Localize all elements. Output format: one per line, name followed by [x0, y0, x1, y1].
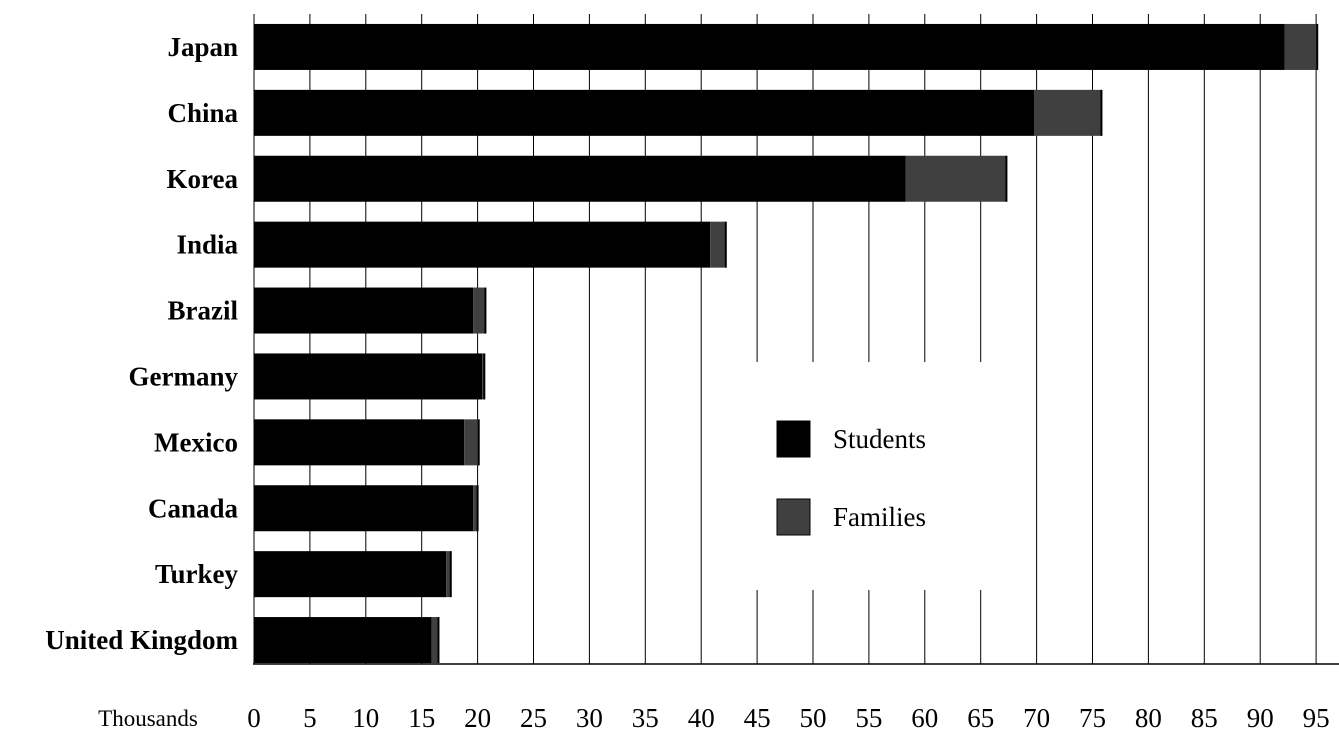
bar-families-2 [905, 155, 1007, 202]
bar-families-5 [482, 353, 485, 400]
x-tick-label-12: 60 [911, 703, 938, 730]
x-tick-label-11: 55 [855, 703, 882, 730]
legend-label-families: Families [833, 502, 926, 532]
legend-background [744, 362, 999, 590]
category-label-8: Turkey [155, 559, 239, 589]
category-label-3: India [176, 230, 238, 260]
x-axis-unit-label: Thousands [98, 706, 198, 730]
x-tick-label-15: 75 [1079, 703, 1106, 730]
x-tick-label-13: 65 [967, 703, 994, 730]
x-tick-label-0: 0 [247, 703, 261, 730]
bar-students-4 [254, 287, 474, 334]
category-label-7: Canada [148, 493, 239, 523]
x-tick-label-4: 20 [464, 703, 491, 730]
x-tick-label-6: 30 [576, 703, 603, 730]
bar-students-9 [254, 617, 432, 664]
x-tick-label-7: 35 [632, 703, 659, 730]
x-tick-label-16: 80 [1135, 703, 1162, 730]
category-label-5: Germany [129, 361, 239, 391]
category-label-2: Korea [167, 164, 239, 194]
x-tick-label-19: 95 [1303, 703, 1330, 730]
bar-families-4 [473, 287, 486, 334]
x-tick-label-2: 10 [352, 703, 379, 730]
bar-families-3 [710, 221, 726, 268]
category-label-1: China [167, 98, 238, 128]
bar-families-1 [1034, 89, 1102, 136]
category-label-9: United Kingdom [45, 625, 238, 655]
legend-swatch-families [776, 498, 811, 536]
x-tick-label-8: 40 [688, 703, 715, 730]
category-label-4: Brazil [168, 296, 239, 326]
x-tick-label-18: 90 [1247, 703, 1274, 730]
bar-families-8 [446, 551, 451, 598]
bar-students-7 [254, 485, 474, 532]
bar-families-6 [464, 419, 479, 466]
category-label-0: Japan [167, 32, 238, 62]
bar-students-5 [254, 353, 483, 400]
x-tick-label-9: 45 [744, 703, 771, 730]
category-labels: Japan China Korea India Brazil Germany Mexico C… [45, 32, 238, 655]
bar-students-2 [254, 155, 906, 202]
x-tick-label-5: 25 [520, 703, 547, 730]
legend: Students Families [776, 420, 926, 536]
bar-families-7 [473, 485, 478, 532]
bar-students-1 [254, 89, 1035, 136]
x-tick-label-1: 5 [303, 703, 317, 730]
bar-families-0 [1284, 23, 1318, 70]
bar-students-0 [254, 23, 1285, 70]
bar-families-9 [431, 617, 439, 664]
bars [254, 23, 1319, 664]
bar-students-3 [254, 221, 711, 268]
x-tick-label-3: 15 [408, 703, 435, 730]
legend-label-students: Students [833, 424, 926, 454]
legend-swatch-students [776, 420, 811, 458]
bar-students-6 [254, 419, 465, 466]
x-tick-label-14: 70 [1023, 703, 1050, 730]
x-tick-label-17: 85 [1191, 703, 1218, 730]
x-tick-labels: 0 5 10 15 20 25 30 35 40 45 50 55 60 65 70 75 80 85 90 95 [247, 703, 1329, 730]
category-label-6: Mexico [154, 427, 238, 457]
bar-students-8 [254, 551, 447, 598]
x-tick-label-10: 50 [800, 703, 827, 730]
